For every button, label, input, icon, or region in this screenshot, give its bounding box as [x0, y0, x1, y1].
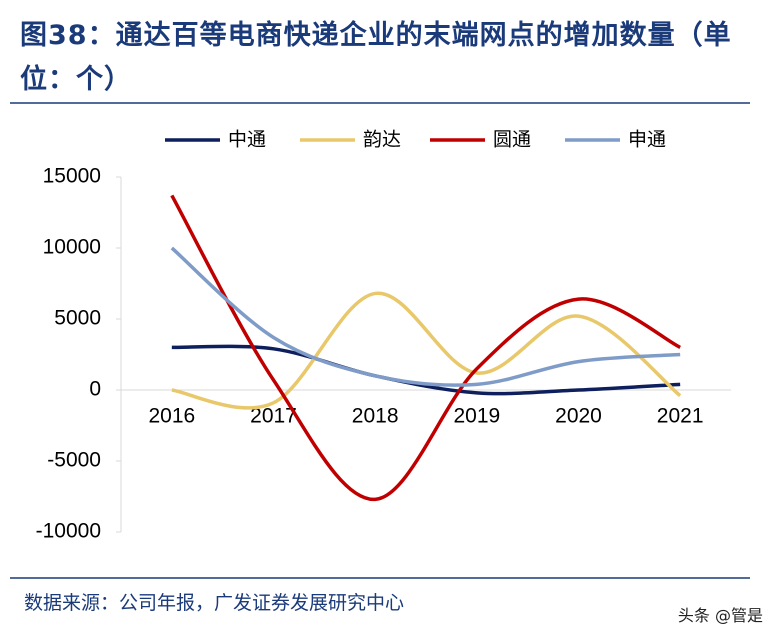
y-tick-label: -5000 [47, 449, 101, 472]
x-tick-label: 2018 [352, 405, 399, 428]
x-tick-label: 2021 [657, 405, 704, 428]
x-tick-label: 2019 [453, 405, 500, 428]
y-tick-label: -10000 [36, 520, 101, 543]
legend-label: 中通 [228, 129, 266, 151]
x-tick-label: 2020 [555, 405, 602, 428]
series-line [171, 344, 681, 396]
series-line [170, 246, 681, 387]
legend-label: 申通 [628, 129, 666, 151]
x-tick-label: 2016 [148, 405, 195, 428]
y-tick-label: 5000 [54, 307, 101, 330]
series-line [170, 194, 681, 502]
legend-label: 韵达 [363, 129, 401, 151]
y-tick-label: 0 [89, 378, 101, 401]
legend-label: 圆通 [493, 129, 531, 151]
watermark: 头条 @管是 [677, 606, 763, 625]
series-line [171, 291, 682, 410]
source: 数据来源：公司年报，广发证券发展研究中心 [24, 592, 405, 614]
chart-title: 图38：通达百等电商快递企业的末端网点的增加数量（单位：个） [20, 20, 732, 95]
y-tick-label: 10000 [43, 236, 101, 259]
y-tick-label: 15000 [43, 165, 101, 188]
x-tick-label: 2017 [250, 405, 297, 428]
